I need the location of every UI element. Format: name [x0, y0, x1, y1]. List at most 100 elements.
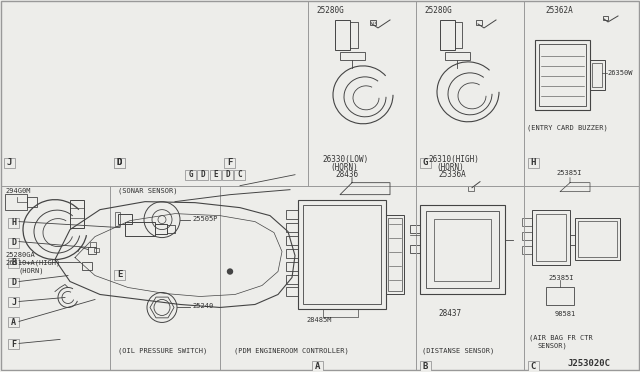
Bar — [234, 170, 245, 180]
Bar — [286, 222, 298, 232]
Bar — [94, 248, 99, 251]
Bar — [286, 275, 298, 283]
Bar — [420, 205, 505, 295]
Text: C: C — [531, 362, 536, 371]
Bar — [575, 218, 620, 260]
Text: (HORN): (HORN) — [330, 163, 358, 172]
Text: SENSOR): SENSOR) — [538, 342, 568, 349]
Bar — [70, 200, 84, 228]
Text: F: F — [227, 158, 232, 167]
Text: D: D — [11, 238, 16, 247]
Bar — [8, 238, 19, 248]
Bar — [312, 361, 323, 371]
Bar — [286, 248, 298, 257]
Bar — [286, 235, 298, 244]
Text: C: C — [237, 170, 242, 179]
Text: (HORN): (HORN) — [18, 267, 44, 274]
Text: 26310+A(HIGH): 26310+A(HIGH) — [5, 260, 60, 266]
Bar — [590, 60, 605, 90]
Text: 26350W: 26350W — [607, 70, 632, 76]
Bar — [4, 158, 15, 168]
Text: H: H — [11, 218, 16, 227]
Text: 25336A: 25336A — [438, 170, 466, 179]
Bar — [8, 339, 19, 349]
Bar — [118, 214, 132, 224]
Bar — [536, 214, 566, 260]
Text: (DISTANSE SENSOR): (DISTANSE SENSOR) — [422, 347, 494, 354]
Text: (AIR BAG FR CTR: (AIR BAG FR CTR — [529, 334, 593, 341]
Bar — [476, 20, 482, 25]
Bar — [539, 44, 586, 106]
Text: E: E — [117, 270, 122, 279]
Bar — [197, 170, 208, 180]
Bar — [167, 225, 175, 232]
Bar — [8, 278, 19, 288]
Bar — [27, 197, 37, 206]
Text: H: H — [531, 158, 536, 167]
Bar — [578, 221, 617, 257]
Bar — [155, 224, 167, 234]
Text: 25280GA: 25280GA — [5, 251, 35, 257]
Text: G: G — [188, 170, 193, 179]
Bar — [115, 212, 120, 225]
Bar — [8, 298, 19, 308]
Text: 25385I: 25385I — [556, 170, 582, 176]
Text: J: J — [11, 298, 16, 307]
Text: 28437: 28437 — [438, 310, 461, 318]
Bar — [592, 63, 602, 87]
Text: 26330(LOW): 26330(LOW) — [322, 155, 368, 164]
Text: G: G — [423, 158, 428, 167]
Bar — [8, 218, 19, 228]
Text: 25280G: 25280G — [424, 6, 452, 15]
Text: 98581: 98581 — [555, 311, 576, 317]
Text: D: D — [225, 170, 230, 179]
Text: B: B — [423, 362, 428, 371]
Bar — [522, 246, 532, 254]
Bar — [532, 210, 570, 264]
Text: E: E — [213, 170, 218, 179]
Text: A: A — [11, 318, 16, 327]
Text: D: D — [200, 170, 205, 179]
Bar — [114, 158, 125, 168]
Bar — [546, 288, 574, 305]
Bar — [5, 194, 27, 210]
Bar — [90, 241, 96, 247]
Circle shape — [227, 269, 232, 274]
Bar — [426, 211, 499, 289]
Text: A: A — [315, 362, 320, 371]
Text: (HORN): (HORN) — [436, 163, 464, 172]
Bar — [434, 219, 491, 280]
Bar — [410, 225, 420, 232]
Text: F: F — [11, 340, 16, 349]
Text: B: B — [11, 258, 16, 267]
Text: J253020C: J253020C — [568, 359, 611, 368]
Text: D: D — [117, 158, 122, 167]
Bar — [286, 262, 298, 270]
Text: D: D — [117, 158, 122, 167]
Bar — [114, 158, 125, 168]
Bar — [210, 170, 221, 180]
Bar — [185, 170, 196, 180]
Text: 25280G: 25280G — [316, 6, 344, 15]
Text: D: D — [11, 278, 16, 287]
Bar — [522, 232, 532, 240]
Text: 28485M: 28485M — [306, 317, 332, 323]
Bar — [286, 288, 298, 296]
Bar — [224, 158, 235, 168]
Bar — [388, 218, 402, 292]
Bar — [535, 40, 590, 110]
Bar — [82, 262, 92, 270]
Bar — [386, 215, 404, 295]
Bar — [303, 205, 381, 304]
Bar — [528, 361, 539, 371]
Text: J: J — [7, 158, 12, 167]
Bar — [222, 170, 233, 180]
Text: 25240: 25240 — [192, 304, 213, 310]
Bar — [125, 222, 155, 235]
Bar — [528, 158, 539, 168]
Text: (OIL PRESSURE SWITCH): (OIL PRESSURE SWITCH) — [118, 347, 207, 354]
Bar — [298, 200, 386, 310]
Bar — [410, 244, 420, 253]
Text: 25385I: 25385I — [548, 275, 573, 280]
Text: (SONAR SENSOR): (SONAR SENSOR) — [118, 187, 177, 194]
